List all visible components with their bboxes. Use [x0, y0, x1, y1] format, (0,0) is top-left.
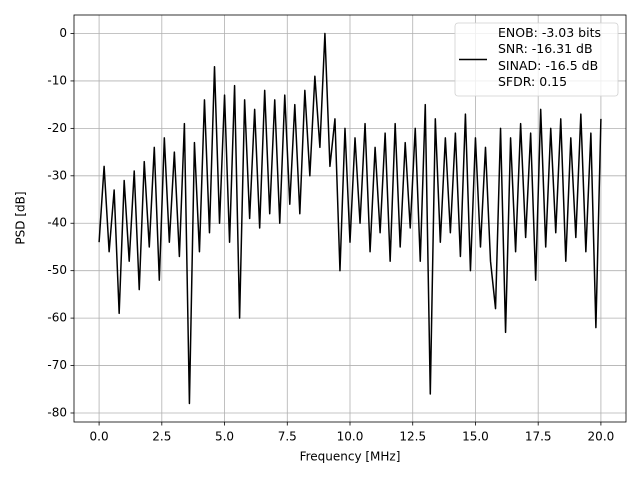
x-axis-label: Frequency [MHz] [300, 450, 401, 464]
x-tick-label: 5.0 [215, 430, 234, 444]
y-tick-label: 0 [59, 26, 67, 40]
y-tick-label: -50 [47, 263, 67, 277]
y-tick-label: -40 [47, 216, 67, 230]
x-tick-label: 17.5 [525, 430, 552, 444]
y-tick-label: -10 [47, 73, 67, 87]
y-axis-label: PSD [dB] [14, 191, 28, 244]
psd-line [98, 32, 602, 405]
legend-box [454, 22, 619, 97]
x-tick-label: 0.0 [90, 430, 109, 444]
y-tick-label: -80 [47, 405, 67, 419]
x-tick-label: 2.5 [152, 430, 171, 444]
x-tick-label: 20.0 [588, 430, 615, 444]
y-tick-label: -60 [47, 311, 67, 325]
x-tick-label: 7.5 [278, 430, 297, 444]
x-tick-label: 15.0 [462, 430, 489, 444]
axes-frame [73, 14, 627, 423]
y-tick-label: -20 [47, 121, 67, 135]
x-tick-label: 10.0 [337, 430, 364, 444]
x-tick-label: 12.5 [399, 430, 426, 444]
y-tick-label: -30 [47, 168, 67, 182]
y-tick-label: -70 [47, 358, 67, 372]
legend-label: ENOB: -3.03 bits SNR: -16.31 dB SINAD: -… [498, 25, 601, 89]
